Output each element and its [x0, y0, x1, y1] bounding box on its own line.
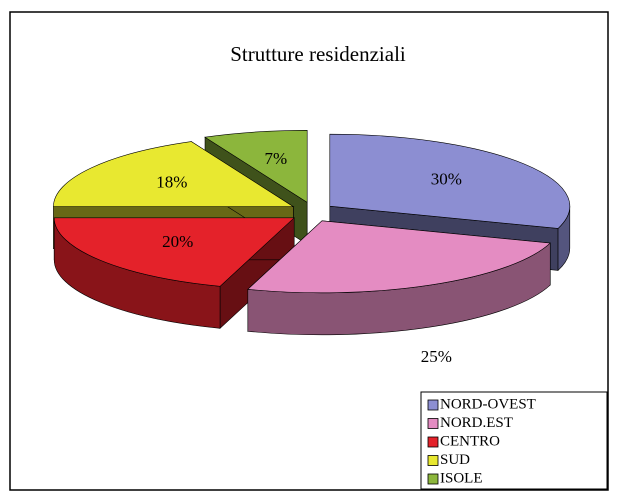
slice-top — [204, 130, 308, 203]
legend-swatch — [427, 418, 439, 429]
slice-top — [247, 220, 551, 294]
pie-slice — [247, 220, 551, 336]
data-label: 18% — [156, 172, 187, 191]
slice-top — [329, 133, 571, 229]
pie-slice — [53, 217, 295, 329]
data-label: 30% — [431, 170, 462, 189]
data-label: 25% — [421, 347, 452, 366]
legend-label: NORD.EST — [440, 415, 513, 431]
legend-label: ISOLE — [440, 470, 483, 486]
legend-label: SUD — [440, 452, 470, 468]
legend-label: CENTRO — [440, 433, 500, 449]
legend-box — [420, 391, 608, 490]
slice-top — [53, 141, 295, 207]
legend-swatch — [427, 455, 439, 466]
data-label: 20% — [162, 232, 193, 251]
legend-swatch — [427, 399, 439, 411]
legend-swatch — [427, 436, 439, 448]
chart-title: Strutture residenziali — [230, 42, 406, 66]
legend-swatch — [427, 473, 439, 485]
legend-label: NORD-OVEST — [440, 396, 536, 412]
data-label: 7% — [264, 149, 287, 168]
slice-top — [53, 217, 295, 287]
